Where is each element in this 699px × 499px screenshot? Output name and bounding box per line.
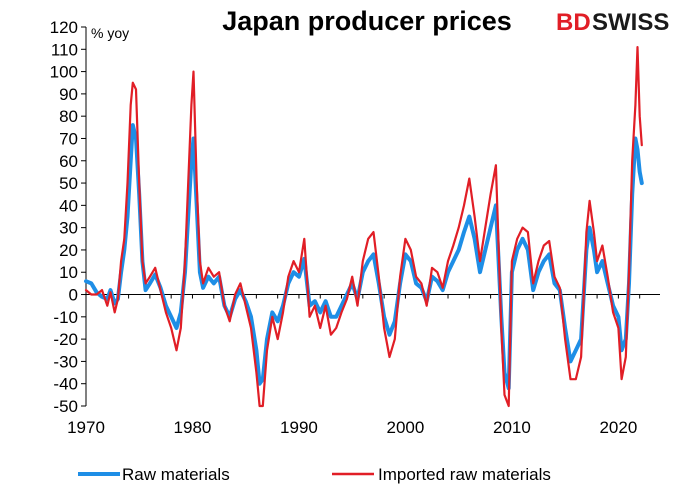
- y-tick-label: -20: [53, 330, 78, 349]
- y-tick-label: 50: [59, 174, 78, 193]
- legend-label: Imported raw materials: [378, 465, 551, 484]
- unit-label: % yoy: [91, 25, 129, 41]
- y-tick-label: 60: [59, 152, 78, 171]
- y-tick-label: -10: [53, 308, 78, 327]
- x-tick-label: 2020: [599, 418, 637, 437]
- y-tick-label: 20: [59, 241, 78, 260]
- y-axis: -50 -40 -30 -20 -10 0 10 20 30 40 50 60 70 80 90 100 110…: [50, 18, 87, 416]
- legend-item: Raw materials: [78, 465, 230, 484]
- x-tick-label: 1970: [67, 418, 105, 437]
- y-tick-label: 0: [69, 286, 78, 305]
- legend-label: Raw materials: [122, 465, 230, 484]
- x-tick-label: 1990: [280, 418, 318, 437]
- series-layer: [84, 46, 644, 408]
- legend: Raw materials Imported raw materials: [78, 465, 551, 484]
- y-tick-label: 70: [59, 129, 78, 148]
- y-tick-label: 40: [59, 196, 78, 215]
- y-tick-label: 110: [51, 40, 78, 59]
- chart-title: Japan producer prices: [222, 6, 512, 36]
- y-tick-label: -30: [53, 352, 78, 371]
- legend-item: Imported raw materials: [332, 465, 551, 484]
- y-tick-label: 100: [50, 63, 78, 82]
- y-tick-label: -50: [53, 397, 78, 416]
- logo-bd-text: BD: [556, 9, 591, 36]
- x-tick-label: 2000: [387, 418, 425, 437]
- logo-swiss-text: SWISS: [592, 9, 669, 36]
- brand-logo: BD SWISS: [556, 9, 669, 36]
- x-axis: 1970 1980 1990 2000 2010 2020: [67, 294, 660, 437]
- y-tick-label: 30: [59, 219, 78, 238]
- y-tick-label: -40: [53, 375, 78, 394]
- series-line-imported-raw-materials: [84, 46, 643, 408]
- y-tick-label: 90: [59, 85, 78, 104]
- x-tick-label: 1980: [174, 418, 212, 437]
- x-tick-label: 2010: [493, 418, 531, 437]
- y-tick-label: 10: [59, 263, 78, 282]
- y-tick-label: 120: [50, 18, 78, 37]
- y-tick-label: 80: [59, 107, 78, 126]
